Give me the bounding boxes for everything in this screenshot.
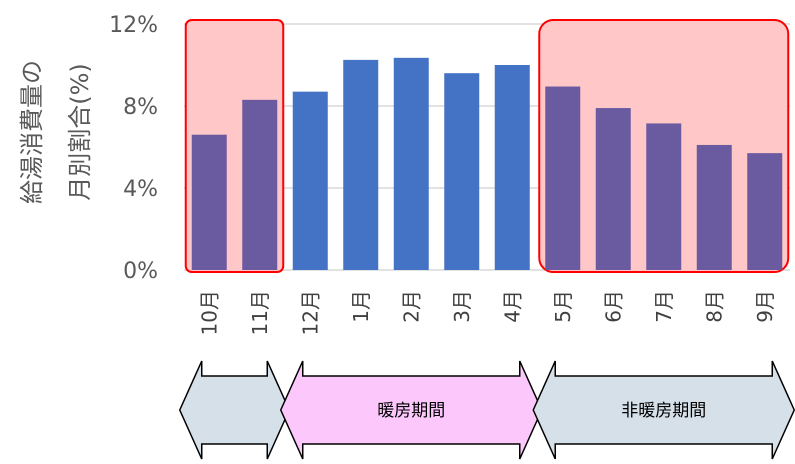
x-tick-label: 6月 [601, 290, 625, 323]
bar-4 [343, 59, 379, 270]
x-tick-labels: 10月 11月 12月 1月 2月 3月 4月 5月 6月 7月 8月 9月 [197, 290, 777, 335]
bar-12 [747, 153, 783, 270]
x-tick-label: 10月 [197, 290, 221, 335]
x-tick-label: 11月 [248, 290, 272, 335]
bar-5 [393, 57, 429, 271]
bar-11 [696, 144, 732, 270]
period-arrow-3 [532, 360, 795, 460]
bar-10 [646, 123, 682, 270]
period-label: 暖房期間 [377, 401, 445, 421]
bar-8 [545, 86, 581, 271]
x-tick-label: 12月 [298, 290, 322, 335]
y-tick-label: 0% [123, 259, 158, 284]
y-tick-label: 8% [123, 95, 158, 120]
y-tick-label: 4% [123, 177, 158, 202]
y-axis-title: 給湯消費量の 月別割合(%) [18, 60, 94, 204]
x-tick-label: 4月 [500, 290, 524, 323]
x-tick-label: 2月 [399, 290, 423, 323]
bar-3 [292, 91, 328, 271]
y-axis-title-line2: 月別割合(%) [66, 63, 94, 201]
x-tick-label: 1月 [349, 290, 373, 323]
y-tick-label: 12% [109, 13, 158, 38]
bars [191, 57, 783, 271]
bar-9 [595, 108, 631, 270]
bar-1 [191, 134, 227, 270]
x-tick-label: 8月 [702, 290, 726, 323]
x-tick-label: 5月 [551, 290, 575, 323]
y-axis-title-line1: 給湯消費量の [18, 60, 46, 204]
x-tick-label: 3月 [450, 290, 474, 323]
bar-6 [444, 73, 480, 270]
period-arrow-1 [178, 360, 291, 460]
bar-2 [242, 99, 278, 270]
period-arrows: 暖房期間 非暖房期間 [178, 360, 795, 460]
x-tick-label: 9月 [753, 290, 777, 323]
bar-7 [494, 65, 530, 270]
y-tick-labels: 0% 4% 8% 12% [109, 13, 158, 284]
period-label: 非暖房期間 [621, 401, 706, 421]
x-tick-label: 7月 [652, 290, 676, 323]
